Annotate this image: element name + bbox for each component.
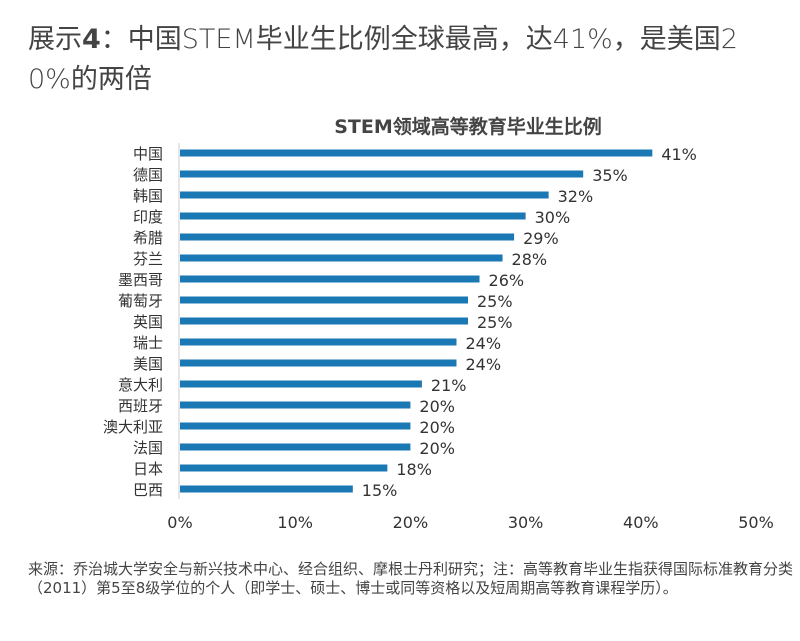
- x-tick-label: 50%: [738, 513, 774, 532]
- bar: [180, 233, 515, 241]
- data-label: 26%: [489, 271, 525, 290]
- chart-title: STEM领域高等教育毕业生比例: [334, 115, 602, 138]
- bar: [180, 275, 480, 283]
- title-prefix: 展示: [28, 24, 82, 55]
- category-label: 中国: [133, 145, 163, 163]
- category-label: 芬兰: [133, 250, 163, 268]
- bar: [180, 485, 353, 493]
- bar: [180, 422, 411, 430]
- category-label: 墨西哥: [118, 271, 163, 289]
- data-label: 25%: [477, 313, 513, 332]
- data-label: 20%: [419, 439, 455, 458]
- data-label: 25%: [477, 292, 513, 311]
- data-label: 29%: [523, 229, 559, 248]
- category-label: 德国: [133, 166, 163, 184]
- category-label: 澳大利亚: [103, 418, 163, 436]
- data-label: 24%: [465, 355, 501, 374]
- category-label: 希腊: [133, 229, 163, 247]
- x-tick-label: 0%: [167, 513, 192, 532]
- data-label: 21%: [431, 376, 467, 395]
- data-label: 20%: [419, 418, 455, 437]
- title-number: 4: [82, 24, 101, 55]
- bar: [180, 380, 422, 388]
- category-label: 印度: [133, 208, 163, 226]
- data-label: 35%: [592, 166, 628, 185]
- category-label: 葡萄牙: [118, 292, 163, 310]
- data-label: 20%: [419, 397, 455, 416]
- data-label: 41%: [661, 145, 697, 164]
- bar: [180, 212, 526, 220]
- source-note: 来源：乔治城大学安全与新兴技术中心、经合组织、摩根士丹利研究；注：高等教育毕业生…: [28, 560, 794, 597]
- category-label: 瑞士: [133, 334, 163, 352]
- x-tick-label: 30%: [508, 513, 544, 532]
- data-label: 28%: [512, 250, 548, 269]
- data-label: 24%: [465, 334, 501, 353]
- bar: [180, 338, 457, 346]
- category-label: 西班牙: [118, 397, 163, 415]
- x-tick-label: 10%: [277, 513, 313, 532]
- x-tick-label: 20%: [393, 513, 429, 532]
- bar: [180, 170, 584, 178]
- data-label: 32%: [558, 187, 594, 206]
- page-title: 展示4：中国STEM毕业生比例全球最高，达41%，是美国20%的两倍: [28, 20, 748, 100]
- bar: [180, 296, 468, 304]
- bar: [180, 149, 653, 157]
- bar: [180, 359, 457, 367]
- bar: [180, 464, 388, 472]
- bar: [180, 317, 468, 325]
- bar: [180, 443, 411, 451]
- title-text: ：中国STEM毕业生比例全球最高，达41%，是美国20%的两倍: [28, 24, 738, 95]
- data-label: 18%: [396, 460, 432, 479]
- bar: [180, 401, 411, 409]
- x-tick-label: 40%: [623, 513, 659, 532]
- bar: [180, 254, 503, 262]
- category-label: 意大利: [118, 376, 163, 394]
- bar: [180, 191, 549, 199]
- data-label: 15%: [362, 481, 398, 500]
- category-label: 法国: [133, 439, 163, 457]
- data-label: 30%: [535, 208, 571, 227]
- category-label: 韩国: [133, 187, 163, 205]
- category-label: 日本: [133, 460, 163, 478]
- bar-chart: STEM领域高等教育毕业生比例 中国 41% 德国 35% 韩国 32% 印度 30% 希腊 29…: [103, 115, 774, 532]
- category-label: 英国: [133, 313, 163, 331]
- category-label: 巴西: [133, 481, 163, 499]
- category-label: 美国: [133, 355, 163, 373]
